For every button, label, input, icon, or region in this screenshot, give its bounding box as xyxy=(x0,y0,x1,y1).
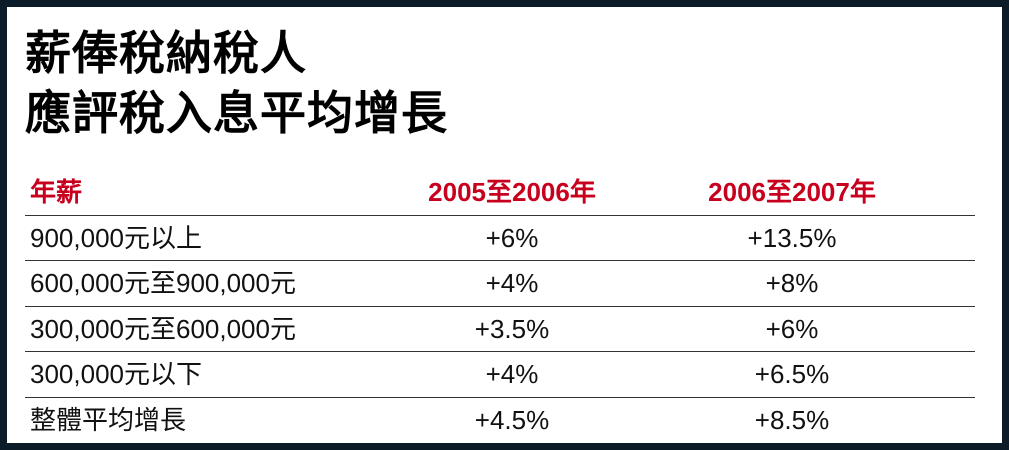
table-cell: +13.5% xyxy=(747,222,837,253)
table-cell: +4% xyxy=(485,268,539,298)
table-cell: +8.5% xyxy=(754,404,830,435)
table-cell: +4.5% xyxy=(474,404,550,435)
table-cell: +4% xyxy=(485,359,539,389)
table-cell: 300,000元以下 xyxy=(30,359,202,389)
table-cell: +8% xyxy=(765,268,819,298)
title-line: 應評稅入息平均增長 xyxy=(25,87,448,139)
table-cell: 900,000元以上 xyxy=(30,222,202,253)
table-cell: 300,000元至600,000元 xyxy=(30,313,296,344)
table-cell: 600,000元至900,000元 xyxy=(30,268,296,298)
column-header: 年薪 xyxy=(30,177,83,207)
row-divider xyxy=(25,260,975,261)
row-divider xyxy=(25,351,975,352)
table-cell: +6.5% xyxy=(754,359,830,389)
column-header: 2005至2006年 xyxy=(428,177,596,207)
title-line: 薪俸稅納稅人 xyxy=(25,27,307,79)
column-header: 2006至2007年 xyxy=(708,177,876,207)
row-divider xyxy=(25,214,975,216)
table-cell: +3.5% xyxy=(474,313,550,344)
row-divider xyxy=(25,305,975,307)
table-cell: +6% xyxy=(765,313,819,344)
table-cell: +6% xyxy=(485,222,539,253)
table-cell: 整體平均增長 xyxy=(30,404,187,435)
row-divider xyxy=(25,396,975,398)
